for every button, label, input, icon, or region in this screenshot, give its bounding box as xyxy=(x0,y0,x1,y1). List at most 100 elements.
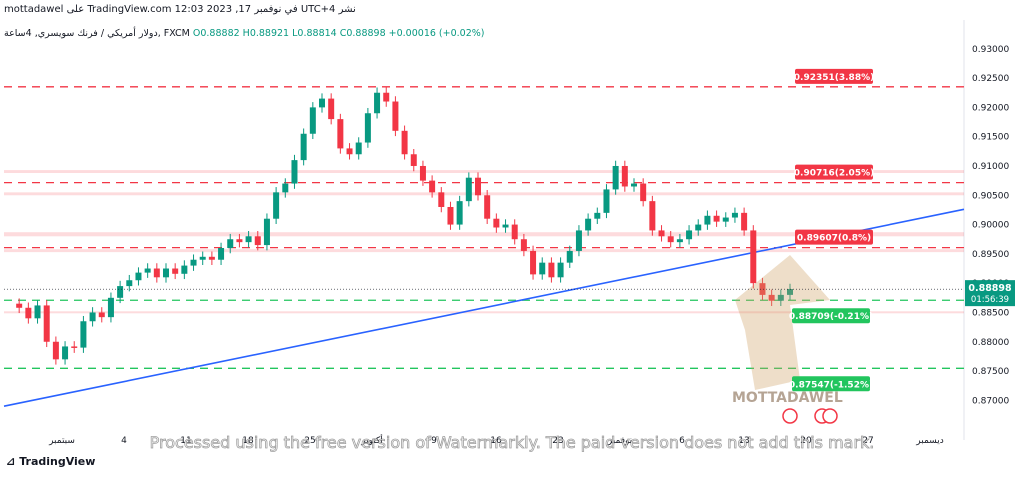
candle-body xyxy=(263,218,270,246)
candle-body xyxy=(392,101,399,131)
symbol-info: دولار أمريكي / فرنك سويسري, 4ساعة, FXCM … xyxy=(4,28,484,39)
candle-body xyxy=(282,183,289,193)
candle-body xyxy=(346,148,353,155)
zone-band xyxy=(4,170,964,174)
candle-body xyxy=(245,236,252,243)
y-tick-label: 0.87000 xyxy=(972,396,1009,406)
candle-body xyxy=(484,195,491,219)
y-tick-label: 0.90500 xyxy=(972,191,1009,201)
level-label-box xyxy=(795,164,873,180)
candle-body xyxy=(117,286,124,298)
candle-body xyxy=(511,224,518,240)
candle-body xyxy=(438,192,445,207)
candle-body xyxy=(236,239,243,243)
candle-body xyxy=(300,133,307,161)
candle-body xyxy=(190,259,197,266)
candle-body xyxy=(89,312,96,322)
candle-body xyxy=(364,113,371,143)
us-flag-icon xyxy=(822,408,838,424)
candle-body xyxy=(52,341,59,360)
candle-body xyxy=(374,92,381,114)
y-tick-label: 0.93000 xyxy=(972,45,1009,55)
candle-body xyxy=(34,305,41,319)
candle-body xyxy=(759,283,766,295)
x-tick-label: سبتمبر xyxy=(48,436,75,446)
candle-body xyxy=(520,239,527,251)
candle-body xyxy=(208,256,215,260)
current-price-countdown: 01:56:39 xyxy=(971,295,1009,305)
candle-body xyxy=(43,305,50,342)
x-tick-label: ديسمبر xyxy=(915,436,943,446)
candle-body xyxy=(71,346,78,348)
x-tick-label: 25 xyxy=(304,436,315,446)
x-tick-label: 27 xyxy=(862,436,873,446)
candle-body xyxy=(777,294,784,301)
published-line: mottadawel على TradingView.com 12:03 202… xyxy=(4,4,356,15)
x-tick-label: أكتوبر xyxy=(360,434,383,446)
y-tick-label: 0.92000 xyxy=(972,103,1009,113)
candle-body xyxy=(16,303,23,308)
tradingview-logo-icon: ⊿ xyxy=(6,455,16,468)
candle-body xyxy=(98,312,105,318)
candle-body xyxy=(181,265,188,274)
level-label-box xyxy=(792,376,870,392)
candle-body xyxy=(107,297,114,318)
level-label-text: 0.87547(-1.52%) xyxy=(789,380,873,390)
x-tick-label: 18 xyxy=(242,436,254,446)
candle-body xyxy=(787,289,793,295)
candle-body xyxy=(676,239,683,243)
candle-body xyxy=(631,183,637,187)
candle-body xyxy=(722,217,729,222)
candle-body xyxy=(658,230,665,237)
candle-body xyxy=(126,280,133,287)
candle-body xyxy=(429,180,436,193)
candle-body xyxy=(401,130,408,155)
candle-body xyxy=(713,215,720,222)
x-tick-label: 13 xyxy=(738,436,749,446)
candle-body xyxy=(355,142,362,155)
candle-body xyxy=(62,346,69,360)
candle-body xyxy=(465,177,472,202)
candle-body xyxy=(419,165,426,181)
y-tick-label: 0.89500 xyxy=(972,250,1009,260)
candle-body xyxy=(337,119,344,149)
x-tick-label: 4 xyxy=(121,436,127,446)
candle-body xyxy=(603,189,610,213)
y-tick-label: 0.88000 xyxy=(972,338,1009,348)
candle-body xyxy=(640,183,647,202)
y-tick-label: 0.91000 xyxy=(972,162,1009,172)
tradingview-brand[interactable]: ⊿ TradingView xyxy=(6,455,95,468)
candle-body xyxy=(383,92,390,102)
x-tick-label: 6 xyxy=(679,436,685,446)
candle-body xyxy=(695,224,702,231)
candle-body xyxy=(328,98,335,120)
symbol-line: دولار أمريكي / فرنك سويسري, 4ساعة, FXCM xyxy=(4,28,190,39)
candle-body xyxy=(319,98,325,108)
x-tick-label: 9 xyxy=(431,436,437,446)
level-label-box xyxy=(795,68,873,84)
y-tick-label: 0.90000 xyxy=(972,221,1009,231)
y-tick-label: 0.91500 xyxy=(972,133,1009,143)
candle-body xyxy=(447,206,454,225)
candle-body xyxy=(135,272,142,281)
candle-body xyxy=(144,268,151,273)
candle-body xyxy=(25,307,32,319)
candle-body xyxy=(227,239,234,249)
level-label-text: 0.89607(0.8%) xyxy=(797,234,871,244)
level-label-box xyxy=(795,229,873,245)
x-tick-label: نوفمبر xyxy=(607,436,632,446)
candle-body xyxy=(686,230,693,240)
level-label-text: 0.88709(-0.21%) xyxy=(789,312,873,322)
candle-body xyxy=(502,224,509,228)
candle-body xyxy=(539,262,546,275)
candle-body xyxy=(493,218,500,228)
candle-body xyxy=(649,201,656,231)
watermark-text: Processed using the free version of Wate… xyxy=(150,433,875,452)
candle-body xyxy=(575,230,582,251)
us-flag-icon xyxy=(782,408,798,424)
y-tick-label: 0.88500 xyxy=(972,308,1009,318)
candle-body xyxy=(594,212,601,219)
candle-body xyxy=(585,218,592,231)
level-label-box xyxy=(792,308,870,324)
